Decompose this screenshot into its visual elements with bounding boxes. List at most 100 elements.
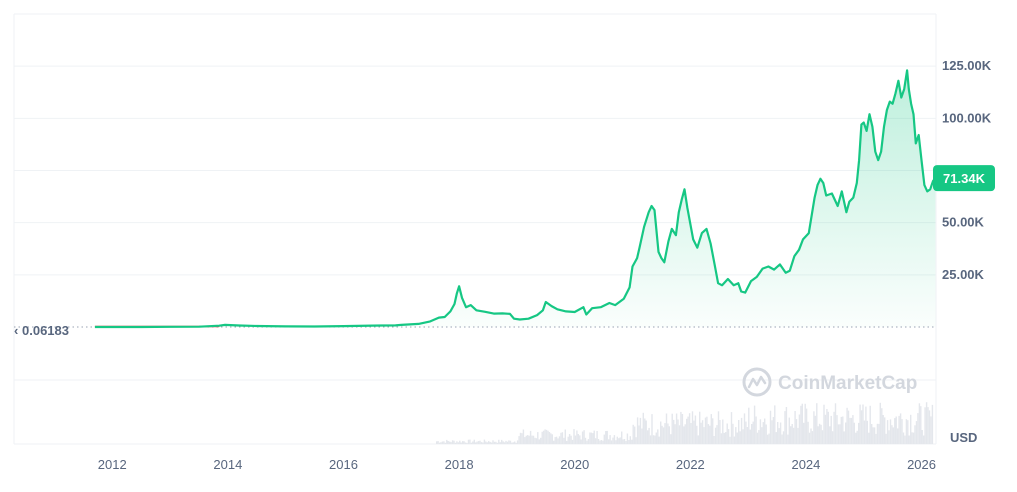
volume-bar <box>537 432 539 444</box>
volume-bar <box>519 432 522 444</box>
volume-bar <box>571 439 574 444</box>
price-line <box>94 69 937 329</box>
volume-bar <box>748 407 750 444</box>
volume-bar <box>495 441 497 444</box>
volume-bar <box>660 421 662 444</box>
volume-bar <box>589 432 591 444</box>
volume-bar <box>879 402 881 444</box>
volume-bar <box>722 419 724 444</box>
volume-bar <box>542 430 545 444</box>
volume-bar <box>475 442 477 444</box>
volume-bar <box>645 420 647 444</box>
volume-bar <box>621 431 623 444</box>
volume-bar <box>875 433 877 444</box>
volume-bar <box>710 414 712 444</box>
volume-bar <box>477 441 480 444</box>
volume-bar <box>522 429 525 444</box>
volume-bar <box>807 421 809 444</box>
volume-bar <box>538 439 540 444</box>
volume-bar <box>873 427 876 444</box>
volume-bar <box>467 439 470 444</box>
volume-bar <box>456 441 458 444</box>
volume-bar <box>573 429 575 444</box>
volume-bar <box>584 437 587 444</box>
volume-bar <box>577 434 579 444</box>
volume-bar <box>470 442 473 444</box>
volume-bar <box>777 422 779 444</box>
volume-bar <box>853 422 855 444</box>
volume-bar <box>882 415 884 444</box>
volume-bar <box>528 435 530 444</box>
y-tick-label: 100.00K <box>942 110 992 125</box>
volume-bar <box>785 407 788 444</box>
volume-bar <box>469 439 471 444</box>
volume-bar <box>644 418 646 444</box>
volume-bar <box>790 426 792 444</box>
volume-bar <box>592 433 594 444</box>
volume-bar <box>567 436 569 444</box>
volume-bar <box>704 417 707 444</box>
volume-bar <box>696 425 698 444</box>
volume-bar <box>586 440 588 444</box>
volume-bar <box>738 420 740 444</box>
baseline-value: 0.06183 <box>22 323 69 338</box>
volume-bar <box>472 441 474 444</box>
x-tick-label: 2016 <box>329 457 358 472</box>
volume-bar <box>529 430 532 444</box>
volume-bar <box>765 424 767 444</box>
volume-bar <box>719 420 721 444</box>
volume-bar <box>761 427 763 444</box>
volume-bar <box>636 417 639 444</box>
volume-bar <box>581 431 584 444</box>
volume-bar <box>931 404 934 444</box>
volume-bar <box>889 419 892 444</box>
volume-bar <box>466 442 468 444</box>
grid-lines <box>14 65 936 276</box>
volume-bar <box>457 442 460 444</box>
volume-bar <box>616 436 618 444</box>
volume-bars <box>436 402 934 444</box>
volume-bar <box>834 403 837 444</box>
volume-bar <box>808 432 811 444</box>
volume-bar <box>918 403 921 444</box>
volume-bar <box>697 435 699 444</box>
volume-bar <box>840 416 842 444</box>
volume-bar <box>701 420 704 444</box>
volume-bar <box>563 437 565 444</box>
volume-bar <box>727 429 730 444</box>
volume-bar <box>521 433 523 444</box>
x-tick-label: 2026 <box>907 457 936 472</box>
volume-bar <box>655 432 657 444</box>
volume-bar <box>639 417 642 444</box>
volume-bar <box>535 438 538 444</box>
volume-bar <box>839 424 841 444</box>
volume-bar <box>901 419 903 444</box>
volume-bar <box>482 442 484 444</box>
volume-bar <box>927 407 929 444</box>
volume-bar <box>560 432 562 444</box>
volume-bar <box>602 440 604 444</box>
volume-bar <box>511 442 513 444</box>
volume-bar <box>784 411 786 444</box>
volume-bar <box>898 415 900 444</box>
volume-bar <box>885 433 887 444</box>
volume-bar <box>638 425 640 444</box>
volume-bar <box>587 439 590 444</box>
volume-bar <box>847 410 850 444</box>
volume-bar <box>615 440 617 444</box>
volume-bar <box>823 404 825 444</box>
volume-bar <box>813 411 815 444</box>
price-area <box>94 70 936 328</box>
volume-bar <box>700 422 702 444</box>
volume-bar <box>618 438 620 444</box>
volume-bar <box>492 440 494 444</box>
volume-bar <box>928 410 931 444</box>
volume-bar <box>512 442 514 444</box>
volume-bar <box>768 433 770 444</box>
volume-bar <box>739 431 741 444</box>
volume-bar <box>451 440 454 444</box>
volume-bar <box>688 413 691 444</box>
volume-bar <box>480 442 483 444</box>
volume-bar <box>891 425 893 444</box>
volume-bar <box>501 439 503 444</box>
